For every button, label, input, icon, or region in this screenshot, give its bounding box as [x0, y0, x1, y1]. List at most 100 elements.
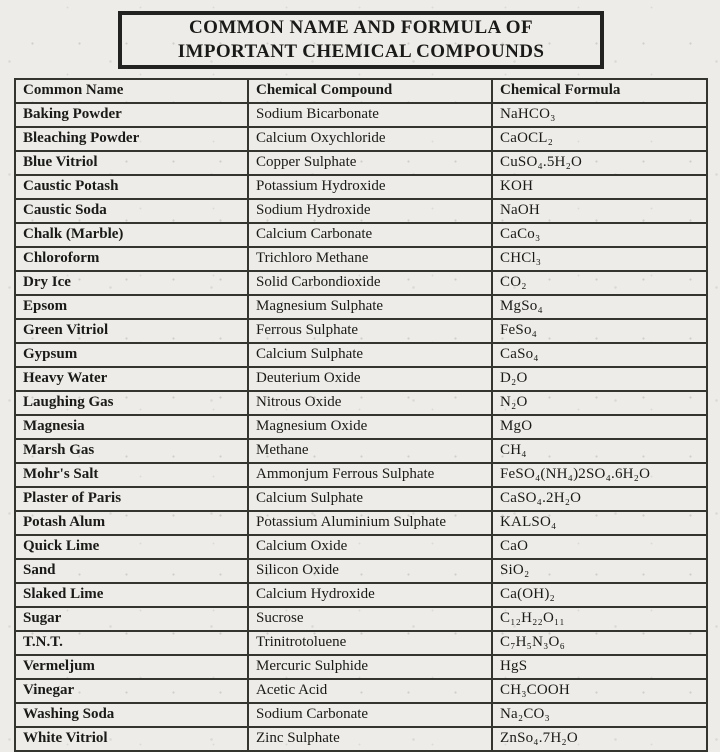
compound-cell: Calcium Carbonate: [247, 222, 493, 248]
table-row: Green Vitriol Ferrous Sulphate FeSo₄: [14, 318, 708, 344]
common-name-cell: Vinegar: [14, 678, 249, 704]
table-row: Plaster of Paris Calcium Sulphate CaSO₄.…: [14, 486, 708, 512]
common-name-cell: Sand: [14, 558, 249, 584]
compound-cell: Zinc Sulphate: [247, 726, 493, 752]
formula-cell: FeSo₄: [491, 318, 708, 344]
formula-cell: CO₂: [491, 270, 708, 296]
compound-cell: Solid Carbondioxide: [247, 270, 493, 296]
compound-cell: Ferrous Sulphate: [247, 318, 493, 344]
header-chemical-compound: Chemical Compound: [247, 78, 493, 104]
common-name-cell: T.N.T.: [14, 630, 249, 656]
formula-cell: SiO₂: [491, 558, 708, 584]
common-name-cell: Mohr's Salt: [14, 462, 249, 488]
table-body: Baking Powder Sodium Bicarbonate NaHCO₃ …: [14, 102, 708, 752]
formula-cell: C₇H₅N₃O₆: [491, 630, 708, 656]
common-name-cell: Vermeljum: [14, 654, 249, 680]
compound-cell: Calcium Oxychloride: [247, 126, 493, 152]
table-row: Bleaching Powder Calcium Oxychloride CaO…: [14, 126, 708, 152]
common-name-cell: Chloroform: [14, 246, 249, 272]
table-header-row: Common Name Chemical Compound Chemical F…: [14, 78, 708, 104]
compound-cell: Potassium Aluminium Sulphate: [247, 510, 493, 536]
formula-cell: CHCl₃: [491, 246, 708, 272]
table-row: Laughing Gas Nitrous Oxide N₂O: [14, 390, 708, 416]
compound-cell: Magnesium Sulphate: [247, 294, 493, 320]
table-row: Quick Lime Calcium Oxide CaO: [14, 534, 708, 560]
formula-cell: CaSo₄: [491, 342, 708, 368]
formula-cell: MgSo₄: [491, 294, 708, 320]
compound-cell: Magnesium Oxide: [247, 414, 493, 440]
compounds-table-container: Common Name Chemical Compound Chemical F…: [14, 78, 708, 752]
common-name-cell: Blue Vitriol: [14, 150, 249, 176]
table-row: Gypsum Calcium Sulphate CaSo₄: [14, 342, 708, 368]
compound-cell: Ammonjum Ferrous Sulphate: [247, 462, 493, 488]
table-row: Blue Vitriol Copper Sulphate CuSO₄.5H₂O: [14, 150, 708, 176]
formula-cell: NaOH: [491, 198, 708, 224]
table-row: Marsh Gas Methane CH₄: [14, 438, 708, 464]
formula-cell: CaSO₄.2H₂O: [491, 486, 708, 512]
formula-cell: CH₃COOH: [491, 678, 708, 704]
table-row: Dry Ice Solid Carbondioxide CO₂: [14, 270, 708, 296]
common-name-cell: Bleaching Powder: [14, 126, 249, 152]
common-name-cell: Caustic Potash: [14, 174, 249, 200]
compound-cell: Acetic Acid: [247, 678, 493, 704]
compound-cell: Potassium Hydroxide: [247, 174, 493, 200]
common-name-cell: Marsh Gas: [14, 438, 249, 464]
table-row: Epsom Magnesium Sulphate MgSo₄: [14, 294, 708, 320]
table-row: Potash Alum Potassium Aluminium Sulphate…: [14, 510, 708, 536]
formula-cell: Ca(OH)₂: [491, 582, 708, 608]
formula-cell: CaO: [491, 534, 708, 560]
compound-cell: Calcium Hydroxide: [247, 582, 493, 608]
common-name-cell: Gypsum: [14, 342, 249, 368]
formula-cell: D₂O: [491, 366, 708, 392]
compounds-table: Common Name Chemical Compound Chemical F…: [14, 78, 708, 752]
common-name-cell: Green Vitriol: [14, 318, 249, 344]
table-row: Chloroform Trichloro Methane CHCl₃: [14, 246, 708, 272]
formula-cell: N₂O: [491, 390, 708, 416]
compound-cell: Sodium Carbonate: [247, 702, 493, 728]
common-name-cell: Quick Lime: [14, 534, 249, 560]
common-name-cell: White Vitriol: [14, 726, 249, 752]
common-name-cell: Magnesia: [14, 414, 249, 440]
table-row: Baking Powder Sodium Bicarbonate NaHCO₃: [14, 102, 708, 128]
document-title-line1: COMMON NAME AND FORMULA OF: [189, 17, 533, 39]
common-name-cell: Chalk (Marble): [14, 222, 249, 248]
formula-cell: NaHCO₃: [491, 102, 708, 128]
compound-cell: Deuterium Oxide: [247, 366, 493, 392]
compound-cell: Sucrose: [247, 606, 493, 632]
common-name-cell: Potash Alum: [14, 510, 249, 536]
formula-cell: KOH: [491, 174, 708, 200]
common-name-cell: Caustic Soda: [14, 198, 249, 224]
table-row: T.N.T. Trinitrotoluene C₇H₅N₃O₆: [14, 630, 708, 656]
table-row: Caustic Potash Potassium Hydroxide KOH: [14, 174, 708, 200]
compound-cell: Sodium Bicarbonate: [247, 102, 493, 128]
compound-cell: Trinitrotoluene: [247, 630, 493, 656]
table-row: Chalk (Marble) Calcium Carbonate CaCo₃: [14, 222, 708, 248]
compound-cell: Nitrous Oxide: [247, 390, 493, 416]
formula-cell: C₁₂H₂₂O₁₁: [491, 606, 708, 632]
document-title-box: COMMON NAME AND FORMULA OF IMPORTANT CHE…: [118, 11, 604, 69]
table-row: Sand Silicon Oxide SiO₂: [14, 558, 708, 584]
table-row: Magnesia Magnesium Oxide MgO: [14, 414, 708, 440]
formula-cell: ZnSo₄.7H₂O: [491, 726, 708, 752]
common-name-cell: Slaked Lime: [14, 582, 249, 608]
table-row: Vinegar Acetic Acid CH₃COOH: [14, 678, 708, 704]
compound-cell: Calcium Oxide: [247, 534, 493, 560]
compound-cell: Methane: [247, 438, 493, 464]
compound-cell: Silicon Oxide: [247, 558, 493, 584]
document-title-line2: IMPORTANT CHEMICAL COMPOUNDS: [177, 41, 545, 62]
compound-cell: Mercuric Sulphide: [247, 654, 493, 680]
header-common-name: Common Name: [14, 78, 249, 104]
formula-cell: CH₄: [491, 438, 708, 464]
compound-cell: Trichloro Methane: [247, 246, 493, 272]
formula-cell: CaOCL₂: [491, 126, 708, 152]
formula-cell: HgS: [491, 654, 708, 680]
header-chemical-formula: Chemical Formula: [491, 78, 708, 104]
formula-cell: CaCo₃: [491, 222, 708, 248]
formula-cell: FeSO₄(NH₄)2SO₄.6H₂O: [491, 462, 708, 488]
formula-cell: KALSO₄: [491, 510, 708, 536]
common-name-cell: Washing Soda: [14, 702, 249, 728]
compound-cell: Sodium Hydroxide: [247, 198, 493, 224]
formula-cell: CuSO₄.5H₂O: [491, 150, 708, 176]
formula-cell: MgO: [491, 414, 708, 440]
